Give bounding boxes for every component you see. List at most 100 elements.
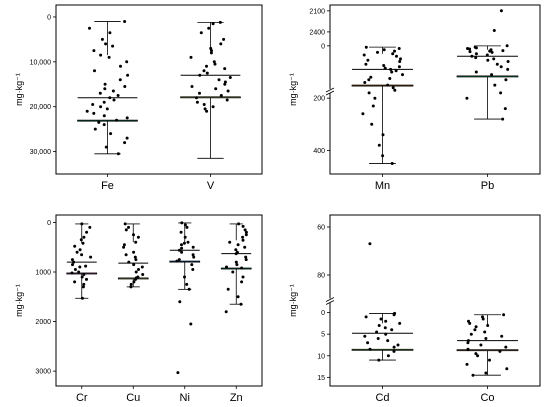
data-point <box>122 243 126 247</box>
data-point <box>377 324 381 327</box>
data-point <box>504 78 508 82</box>
data-point <box>136 235 140 239</box>
data-point <box>124 228 128 232</box>
data-point <box>501 49 505 53</box>
data-point <box>485 53 489 57</box>
data-point <box>105 107 109 111</box>
y-tick-label: 60 <box>317 225 325 232</box>
data-point <box>490 73 494 77</box>
data-point <box>377 143 381 147</box>
category-label: Co <box>480 392 494 404</box>
data-point <box>361 112 365 116</box>
data-point <box>505 44 509 48</box>
data-point <box>182 241 186 245</box>
data-point <box>465 96 469 100</box>
data-point <box>244 255 248 259</box>
data-point <box>71 263 74 267</box>
data-point <box>363 334 367 338</box>
data-point <box>141 273 145 276</box>
data-point <box>502 313 506 317</box>
data-point <box>499 9 503 13</box>
data-point <box>223 80 227 84</box>
box-ni <box>169 260 201 263</box>
y-tick-label: 10,000 <box>30 59 52 66</box>
category-label: Zn <box>230 392 243 404</box>
data-point <box>386 354 390 358</box>
data-point <box>381 154 385 158</box>
data-point <box>383 326 387 330</box>
data-point <box>205 71 209 75</box>
data-point <box>88 26 91 30</box>
data-point <box>203 107 207 111</box>
data-point <box>72 260 76 264</box>
data-point <box>231 270 235 274</box>
category-label: Mn <box>375 180 390 192</box>
data-point <box>483 330 487 334</box>
category-label: Pb <box>481 180 494 192</box>
data-point <box>474 352 478 356</box>
data-point <box>468 321 472 325</box>
data-point <box>506 60 510 63</box>
data-point <box>392 313 396 317</box>
data-point <box>469 332 473 336</box>
data-point <box>129 285 133 289</box>
data-point <box>92 111 96 115</box>
data-point <box>468 50 472 54</box>
data-point <box>488 49 492 53</box>
data-point <box>241 235 245 239</box>
data-point <box>370 122 374 126</box>
data-point <box>392 345 396 349</box>
data-point <box>77 270 81 274</box>
data-point <box>243 228 247 232</box>
y-tick-label: 10 <box>317 353 325 360</box>
data-point <box>125 60 129 64</box>
data-point <box>175 259 179 263</box>
data-point <box>180 246 184 250</box>
data-point <box>205 64 208 68</box>
data-point <box>81 241 85 245</box>
data-point <box>244 258 248 262</box>
box-v <box>180 96 241 99</box>
data-point <box>198 73 202 77</box>
data-point <box>129 282 133 286</box>
data-point <box>373 96 377 100</box>
data-point <box>80 222 84 226</box>
data-point <box>195 96 198 100</box>
data-point <box>490 50 494 54</box>
data-point <box>393 49 396 53</box>
data-point <box>192 255 196 259</box>
data-point <box>73 268 77 271</box>
data-point <box>379 317 383 321</box>
data-point <box>70 271 74 275</box>
data-point <box>499 65 503 69</box>
y-tick-label: 30,000 <box>30 149 52 156</box>
data-point <box>394 69 398 73</box>
data-point <box>99 53 103 57</box>
data-point <box>102 123 106 127</box>
data-point <box>240 280 244 284</box>
y-tick-label: 2400 <box>309 29 325 36</box>
data-point <box>123 20 127 23</box>
data-point <box>100 37 104 41</box>
data-point <box>217 78 221 82</box>
data-point <box>183 235 187 239</box>
data-point <box>92 49 96 53</box>
panel-fe-v: 0 10,000 20,000 30,000 mg·kg⁻¹ Fe V <box>14 4 263 192</box>
data-point <box>123 222 127 226</box>
data-point <box>116 152 120 156</box>
data-point <box>492 29 496 32</box>
data-point <box>386 339 390 343</box>
data-point <box>80 296 84 300</box>
data-point <box>89 255 93 259</box>
data-point <box>226 287 230 291</box>
axis-break-gap <box>327 89 333 93</box>
data-point <box>225 98 229 102</box>
data-point <box>108 96 112 100</box>
data-point <box>384 332 388 336</box>
data-point <box>85 109 89 113</box>
data-point <box>493 83 497 87</box>
axis-break-mark <box>325 90 335 96</box>
data-point <box>476 354 480 358</box>
data-point <box>97 120 101 124</box>
data-point <box>237 222 241 226</box>
